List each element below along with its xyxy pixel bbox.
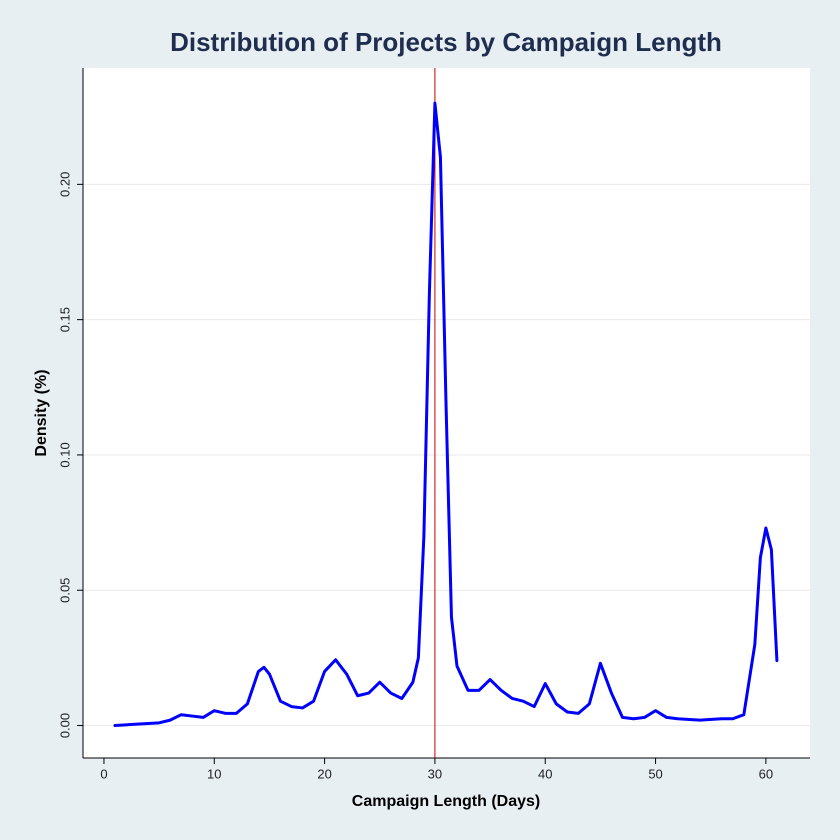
chart-title: Distribution of Projects by Campaign Len…	[170, 27, 722, 57]
y-tick-label: 0.15	[57, 307, 72, 332]
density-line	[113, 101, 779, 728]
x-tick-label: 40	[538, 766, 552, 781]
x-tick-label: 30	[428, 766, 442, 781]
y-tick-label: 0.00	[57, 713, 72, 738]
x-tick-label: 60	[759, 766, 773, 781]
x-tick-label: 50	[648, 766, 662, 781]
y-axis-label: Density (%)	[33, 369, 50, 456]
x-tick-label: 20	[317, 766, 331, 781]
x-tick-label: 10	[207, 766, 221, 781]
y-tick-label: 0.10	[57, 442, 72, 467]
y-tick-label: 0.05	[57, 578, 72, 603]
x-tick-label: 0	[100, 766, 107, 781]
x-axis-label: Campaign Length (Days)	[352, 793, 540, 810]
y-tick-label: 0.20	[57, 172, 72, 197]
